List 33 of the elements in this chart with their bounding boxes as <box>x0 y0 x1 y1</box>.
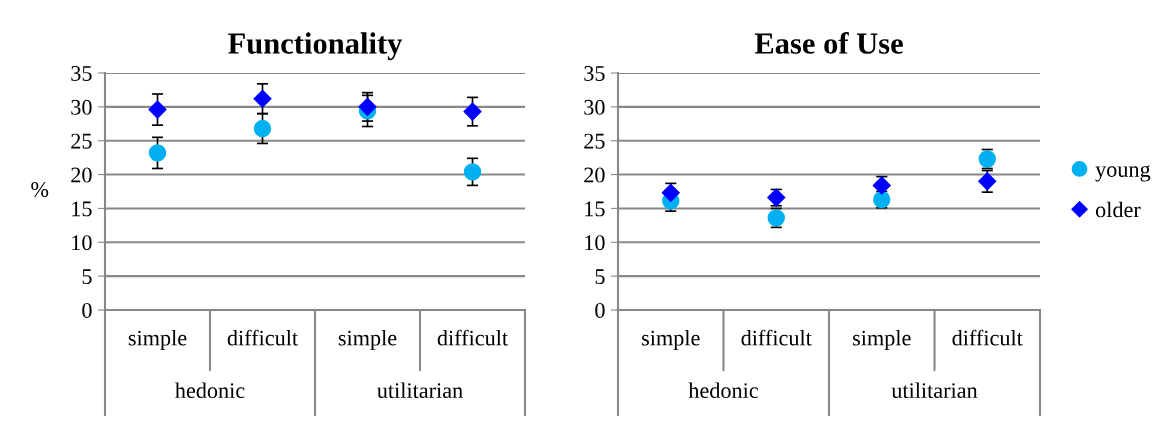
y-tick-label: 30 <box>71 99 92 115</box>
x-tick-label: difficult <box>227 329 298 346</box>
chart-title: Functionality <box>228 32 403 61</box>
x-tick-label: simple <box>642 329 700 351</box>
y-tick-label: 30 <box>584 99 605 115</box>
y-tick-label: 10 <box>585 235 605 251</box>
text: hedonic <box>175 382 245 399</box>
x-tick-label: difficult <box>741 329 812 346</box>
x-tick-label: difficult <box>952 329 1023 346</box>
y-tick-label: 20 <box>584 167 605 183</box>
x-tick-label: simple <box>338 329 397 351</box>
y-tick-label: 25 <box>584 133 605 149</box>
y-tick-label: 5 <box>82 269 92 285</box>
y-tick-label: 15 <box>585 201 605 217</box>
y-tick-label: 0 <box>595 302 605 318</box>
legend-label: young <box>1095 165 1151 182</box>
text: hedonic <box>688 382 758 399</box>
text: utilitarian <box>891 382 978 399</box>
y-tick-label: 5 <box>595 269 605 285</box>
y-tick-label: 10 <box>72 235 92 251</box>
x-tick-label: simple <box>853 329 911 351</box>
x-tick-label: difficult <box>437 329 508 346</box>
y-tick-label: 20 <box>71 167 92 183</box>
y-axis-title: % <box>31 182 49 198</box>
chart-title: Ease of Use <box>754 32 903 54</box>
y-tick-label: 0 <box>82 302 92 318</box>
y-tick-label: 35 <box>584 65 605 81</box>
text: utilitarian <box>377 382 463 399</box>
y-tick-label: 35 <box>71 65 92 81</box>
legend-label: older <box>1095 201 1141 218</box>
y-tick-label: 15 <box>72 201 92 217</box>
y-tick-label: 25 <box>71 133 92 149</box>
x-tick-label: simple <box>128 329 187 351</box>
